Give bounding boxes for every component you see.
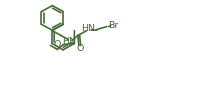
Text: Br: Br: [108, 21, 118, 30]
Text: HN: HN: [62, 37, 76, 46]
Text: O: O: [53, 40, 61, 49]
Text: HN: HN: [80, 24, 94, 33]
Text: O: O: [76, 44, 83, 53]
